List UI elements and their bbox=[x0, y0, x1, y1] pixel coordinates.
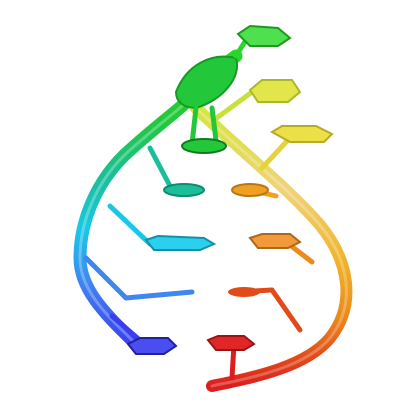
base-green bbox=[181, 105, 227, 154]
base-red bbox=[206, 335, 256, 381]
base-cyan bbox=[107, 203, 217, 251]
base-red-orange bbox=[228, 287, 303, 333]
base-yellow-green-top bbox=[211, 79, 302, 123]
base-gold bbox=[231, 183, 279, 199]
base-light-blue bbox=[83, 255, 195, 301]
base-green-top bbox=[233, 24, 292, 59]
back-strand bbox=[190, 102, 353, 392]
base-yellow bbox=[259, 125, 334, 171]
front-strand bbox=[73, 49, 243, 353]
back-strand-bases bbox=[206, 79, 334, 381]
base-teal bbox=[147, 145, 205, 197]
base-blue bbox=[109, 313, 178, 355]
front-strand-bases bbox=[83, 24, 292, 355]
base-orange bbox=[248, 233, 315, 265]
